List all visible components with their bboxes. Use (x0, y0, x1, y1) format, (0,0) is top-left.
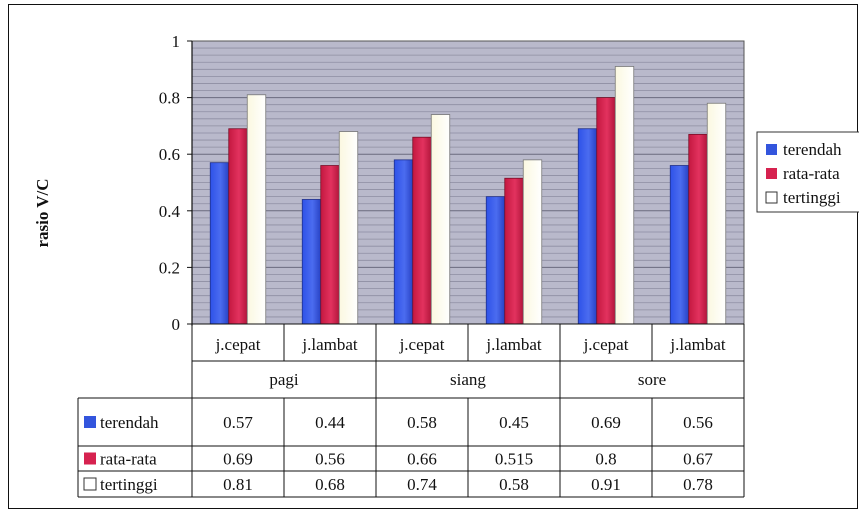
table-cell: 0.66 (407, 450, 437, 469)
legend-key-rata-rata (766, 168, 777, 179)
legend-label: terendah (783, 140, 842, 159)
group-label: sore (638, 370, 666, 389)
category-label: j.cepat (215, 335, 261, 354)
table-cell: 0.74 (407, 475, 437, 494)
y-tick-label: 0 (172, 315, 181, 334)
table-cell: 0.68 (315, 475, 345, 494)
bar-tertinggi-6 (706, 102, 727, 325)
bar-rata-rata-4 (504, 177, 524, 325)
bar-terendah-3 (393, 159, 414, 325)
table-cell: 0.56 (683, 413, 713, 432)
table-legend-key-tertinggi (83, 477, 97, 491)
bar-terendah-5 (577, 128, 598, 325)
table-cell: 0.78 (683, 475, 713, 494)
category-label: j.lambat (301, 335, 358, 354)
bar-terendah-1 (209, 162, 230, 325)
table-cell: 0.58 (407, 413, 437, 432)
y-tick-label: 0.2 (159, 258, 180, 277)
y-axis-title: rasio V/C (33, 178, 52, 247)
table-cell: 0.91 (591, 475, 621, 494)
bars-layer (209, 66, 727, 325)
table-row-label: rata-rata (100, 450, 157, 469)
table-cell: 0.57 (223, 413, 253, 432)
table-cell: 0.69 (223, 450, 253, 469)
gridlines (191, 40, 745, 325)
category-label: j.lambat (485, 335, 542, 354)
bar-rata-rata-3 (412, 136, 432, 325)
y-axis: 0 0.2 0.4 0.6 0.8 1 (159, 32, 193, 334)
table-cell: 0.8 (595, 450, 616, 469)
table-cell: 0.67 (683, 450, 713, 469)
bar-terendah-2 (301, 199, 322, 325)
category-label: j.cepat (583, 335, 629, 354)
table-row-label: terendah (100, 413, 159, 432)
bar-terendah-4 (485, 196, 506, 325)
table-cell: 0.58 (499, 475, 529, 494)
bar-rata-rata-5 (596, 97, 616, 325)
table-cell: 0.515 (495, 450, 533, 469)
y-tick-label: 0.8 (159, 89, 180, 108)
legend-label: rata-rata (783, 164, 840, 183)
category-label: j.lambat (669, 335, 726, 354)
bar-rata-rata-1 (228, 128, 248, 325)
table-cell: 0.56 (315, 450, 345, 469)
table-cell: 0.81 (223, 475, 253, 494)
bar-chart: 00.20.40.60.81 rasio V/C j.cepat j.lambat… (33, 32, 859, 498)
bar-tertinggi-4 (522, 159, 543, 325)
y-tick-label: 0.6 (159, 145, 180, 164)
table-cell: 0.45 (499, 413, 529, 432)
legend-key-terendah (766, 144, 777, 155)
bar-terendah-6 (669, 165, 690, 325)
table-legend-key-rata-rata (84, 452, 96, 465)
bar-tertinggi-5 (614, 66, 635, 325)
group-label: pagi (269, 370, 299, 389)
group-label: siang (450, 370, 486, 389)
table-cell: 0.69 (591, 413, 621, 432)
legend: terendah rata-rata tertinggi (756, 131, 859, 213)
table-cell: 0.44 (315, 413, 345, 432)
bar-tertinggi-1 (246, 94, 267, 325)
table-row-label: tertinggi (100, 475, 158, 494)
bar-tertinggi-2 (338, 131, 359, 325)
data-table: j.cepat j.lambat j.cepat j.lambat j.cepat j.l… (77, 323, 745, 498)
bar-tertinggi-3 (430, 114, 451, 325)
y-tick-label: 1 (172, 32, 181, 51)
legend-label: tertinggi (783, 188, 841, 207)
bar-rata-rata-2 (320, 165, 340, 325)
table-legend-key-terendah (84, 416, 96, 428)
legend-key-tertinggi (765, 191, 778, 204)
y-tick-label: 0.4 (159, 202, 181, 221)
bar-rata-rata-6 (688, 133, 708, 325)
chart-frame: 0 0.2 0.4 0.6 0.8 1 rasio V/C j.cepat j.lambat… (8, 4, 859, 509)
category-label: j.cepat (399, 335, 445, 354)
